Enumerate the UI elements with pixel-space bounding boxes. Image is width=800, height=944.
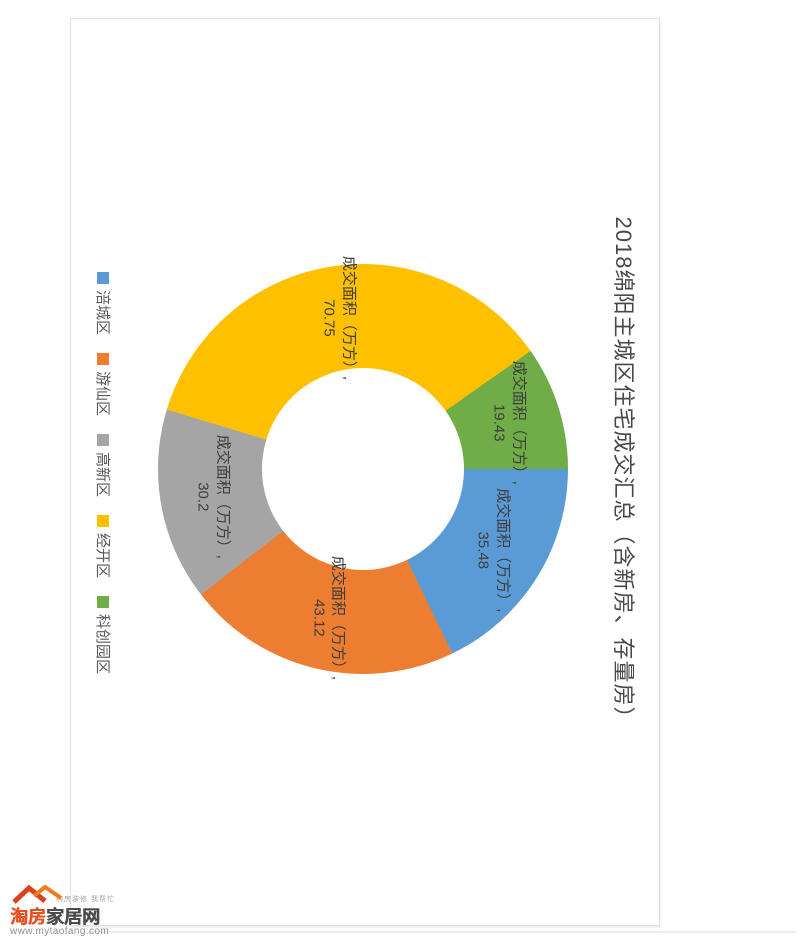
slice-label: 成交面积（万方）, 35.48 bbox=[473, 488, 512, 612]
chart-frame: 2018绵阳主城区住宅成交汇总（含新房、存量房） 成交面积（万方）, 35.48 成… bbox=[70, 18, 660, 926]
watermark-brand-red: 淘房 bbox=[10, 907, 46, 927]
legend-item: 经开区 bbox=[93, 515, 114, 578]
slice-label-series: 成交面积（万方）, bbox=[510, 360, 528, 485]
legend-item: 涪城区 bbox=[93, 271, 114, 335]
donut-hole bbox=[262, 368, 464, 570]
legend-label: 高新区 bbox=[94, 451, 111, 497]
slice-label: 成交面积（万方）, 30.2 bbox=[193, 435, 232, 559]
watermark-url: www.mytaofang.com bbox=[10, 926, 110, 937]
page-bottom-edge bbox=[88, 931, 796, 933]
slice-label: 成交面积（万方）, 43.12 bbox=[309, 556, 348, 680]
slice-label-series: 成交面积（万方）, bbox=[340, 255, 358, 381]
chart-legend: 涪城区游仙区高新区经开区科创园区 bbox=[93, 19, 114, 925]
legend-label: 游仙区 bbox=[94, 370, 111, 416]
slice-label-series: 成交面积（万方）, bbox=[329, 555, 347, 681]
slice-label-value: 70.75 bbox=[320, 299, 338, 337]
rotated-chart-canvas: 2018绵阳主城区住宅成交汇总（含新房、存量房） 成交面积（万方）, 35.48 成… bbox=[71, 19, 659, 925]
legend-swatch-icon bbox=[97, 515, 110, 527]
legend-swatch-icon bbox=[97, 352, 110, 365]
legend-label: 经开区 bbox=[94, 533, 111, 579]
legend-label: 科创园区 bbox=[94, 614, 111, 675]
watermark-tagline: 购房装修 我帮忙 bbox=[56, 896, 115, 903]
slice-label-value: 19.43 bbox=[490, 404, 508, 442]
slice-label: 成交面积（万方）, 19.43 bbox=[489, 361, 528, 485]
watermark-brand-gray: 家居网 bbox=[46, 907, 100, 927]
slice-label-series: 成交面积（万方）, bbox=[494, 488, 512, 613]
legend-label: 涪城区 bbox=[94, 289, 111, 335]
slice-label: 成交面积（万方）, 70.75 bbox=[319, 256, 358, 380]
legend-item: 科创园区 bbox=[93, 596, 114, 674]
legend-item: 高新区 bbox=[93, 433, 114, 497]
legend-swatch-icon bbox=[97, 433, 110, 446]
slice-label-value: 43.12 bbox=[310, 599, 328, 637]
watermark-brand: 淘房家居网 bbox=[10, 903, 100, 929]
slice-label-value: 30.2 bbox=[194, 482, 212, 512]
slice-label-value: 35.48 bbox=[474, 531, 492, 570]
donut-plot-area: 成交面积（万方）, 35.48 成交面积（万方）, 43.12 成交面积（万方）, 30.… bbox=[71, 19, 659, 925]
slice-label-series: 成交面积（万方）, bbox=[214, 434, 232, 559]
legend-swatch-icon bbox=[97, 271, 110, 284]
roof-icon bbox=[12, 884, 63, 904]
legend-swatch-icon bbox=[97, 596, 110, 609]
legend-item: 游仙区 bbox=[93, 352, 114, 416]
